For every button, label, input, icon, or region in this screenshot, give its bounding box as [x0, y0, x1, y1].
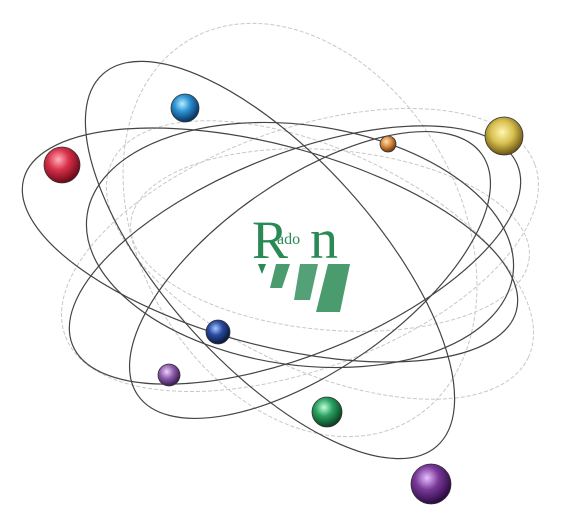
faint-orbits [24, 0, 563, 501]
orbit [35, 72, 555, 437]
logo-stripe [316, 264, 350, 312]
electron [485, 117, 523, 155]
electron [44, 147, 80, 183]
electron [380, 136, 396, 152]
logo-letter: n [310, 209, 338, 271]
electron [206, 320, 230, 344]
logo: R ado n [252, 209, 350, 312]
electron [411, 464, 451, 504]
electron [158, 364, 180, 386]
electron [312, 397, 342, 427]
orbit [24, 52, 563, 449]
logo-stripe [294, 264, 318, 300]
logo-letters: ado [277, 231, 300, 248]
page: R ado n (() => { const data = JSON.parse… [0, 0, 563, 508]
electron [171, 94, 199, 122]
orbit [51, 0, 548, 501]
radon-atom-illustration: R ado n [0, 0, 563, 508]
